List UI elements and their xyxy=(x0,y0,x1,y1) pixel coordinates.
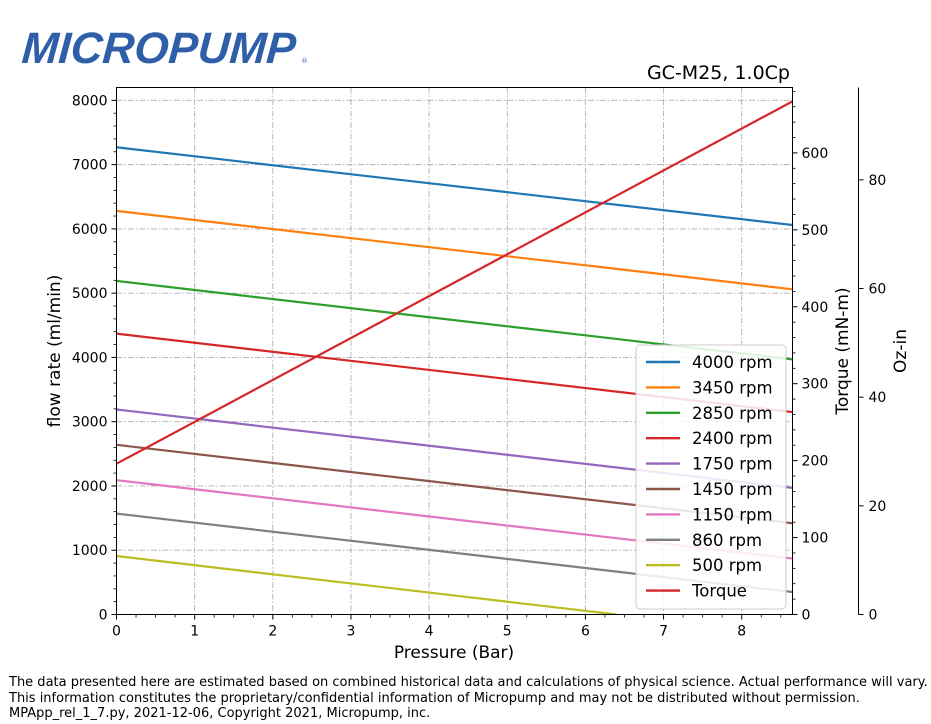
y-axis-label: flow rate (ml/min) xyxy=(45,275,65,428)
legend-box xyxy=(635,344,787,610)
legend-label: 500 rpm xyxy=(692,556,762,575)
plot-frame xyxy=(116,87,793,615)
torque-axis-label: Torque (mN-m) xyxy=(833,287,853,415)
x-tick-label: 1 xyxy=(190,624,199,640)
oz-in-tick-label: 40 xyxy=(869,390,887,406)
legend-label: 3450 rpm xyxy=(692,378,773,397)
y-tick-label: 2000 xyxy=(72,479,108,495)
x-tick-label: 8 xyxy=(737,624,746,640)
oz-in-tick-label: 0 xyxy=(869,608,878,624)
y-tick-label: 6000 xyxy=(72,222,108,238)
y-tick-label: 1000 xyxy=(72,543,108,559)
torque-tick-label: 600 xyxy=(802,146,829,162)
series-line-500-rpm xyxy=(116,554,617,615)
torque-tick-label: 0 xyxy=(802,608,811,624)
y-tick-label: 7000 xyxy=(72,158,108,174)
axes: 0 1 2 3 4 5 6 7 80100020003000400050006000700080… xyxy=(72,87,887,640)
x-tick-label: 5 xyxy=(503,624,512,640)
legend-label: 1150 rpm xyxy=(692,505,773,524)
footer-line-2: This information constitutes the proprie… xyxy=(9,690,860,706)
oz-in-tick-label: 80 xyxy=(869,173,887,189)
disclaimer-footer: The data presented here are estimated ba… xyxy=(9,675,928,722)
footer-line-1: The data presented here are estimated ba… xyxy=(9,675,928,690)
footer-line-3: MPApp_rel_1_7.py, 2021-12-06, Copyright … xyxy=(9,706,431,721)
legend-label: 4000 rpm xyxy=(692,353,773,372)
y-tick-label: 5000 xyxy=(72,286,108,302)
series-line-3450-rpm xyxy=(116,209,793,291)
y-tick-label: 0 xyxy=(99,608,108,624)
torque-tick-label: 300 xyxy=(802,377,829,393)
series-line-4000-rpm xyxy=(116,146,793,227)
x-tick-label: 6 xyxy=(581,624,590,640)
legend-label: 2850 rpm xyxy=(692,404,773,423)
oz-in-axis-label: Oz-in xyxy=(891,329,911,373)
x-tick-label: 7 xyxy=(659,624,668,640)
y-tick-label: 8000 xyxy=(72,93,108,109)
torque-tick-label: 200 xyxy=(802,454,829,470)
oz-in-tick-label: 60 xyxy=(869,282,887,298)
legend: 4000 rpm 3450 rpm 2850 rpm 2400 rpm 1750 rpm… xyxy=(635,344,787,610)
legend-label: 1450 rpm xyxy=(692,480,773,499)
x-tick-label: 0 xyxy=(112,624,121,640)
chart-title: GC-M25, 1.0Cp xyxy=(647,62,790,84)
series-line-torque xyxy=(116,100,793,465)
legend-label: 2400 rpm xyxy=(692,429,773,448)
x-tick-label: 3 xyxy=(346,624,355,640)
y-tick-label: 3000 xyxy=(72,415,108,431)
x-axis-label: Pressure (Bar) xyxy=(394,643,514,663)
legend-label: 860 rpm xyxy=(692,531,762,550)
legend-label: Torque xyxy=(691,582,747,601)
x-tick-label: 2 xyxy=(268,624,277,640)
registered-mark: ® xyxy=(301,57,308,65)
legend-label: 1750 rpm xyxy=(692,455,773,474)
torque-tick-label: 400 xyxy=(802,300,829,316)
torque-tick-label: 100 xyxy=(802,531,829,547)
torque-tick-label: 500 xyxy=(802,223,829,239)
oz-in-tick-label: 20 xyxy=(869,499,887,515)
x-tick-label: 4 xyxy=(425,624,434,640)
y-tick-label: 4000 xyxy=(72,350,108,366)
